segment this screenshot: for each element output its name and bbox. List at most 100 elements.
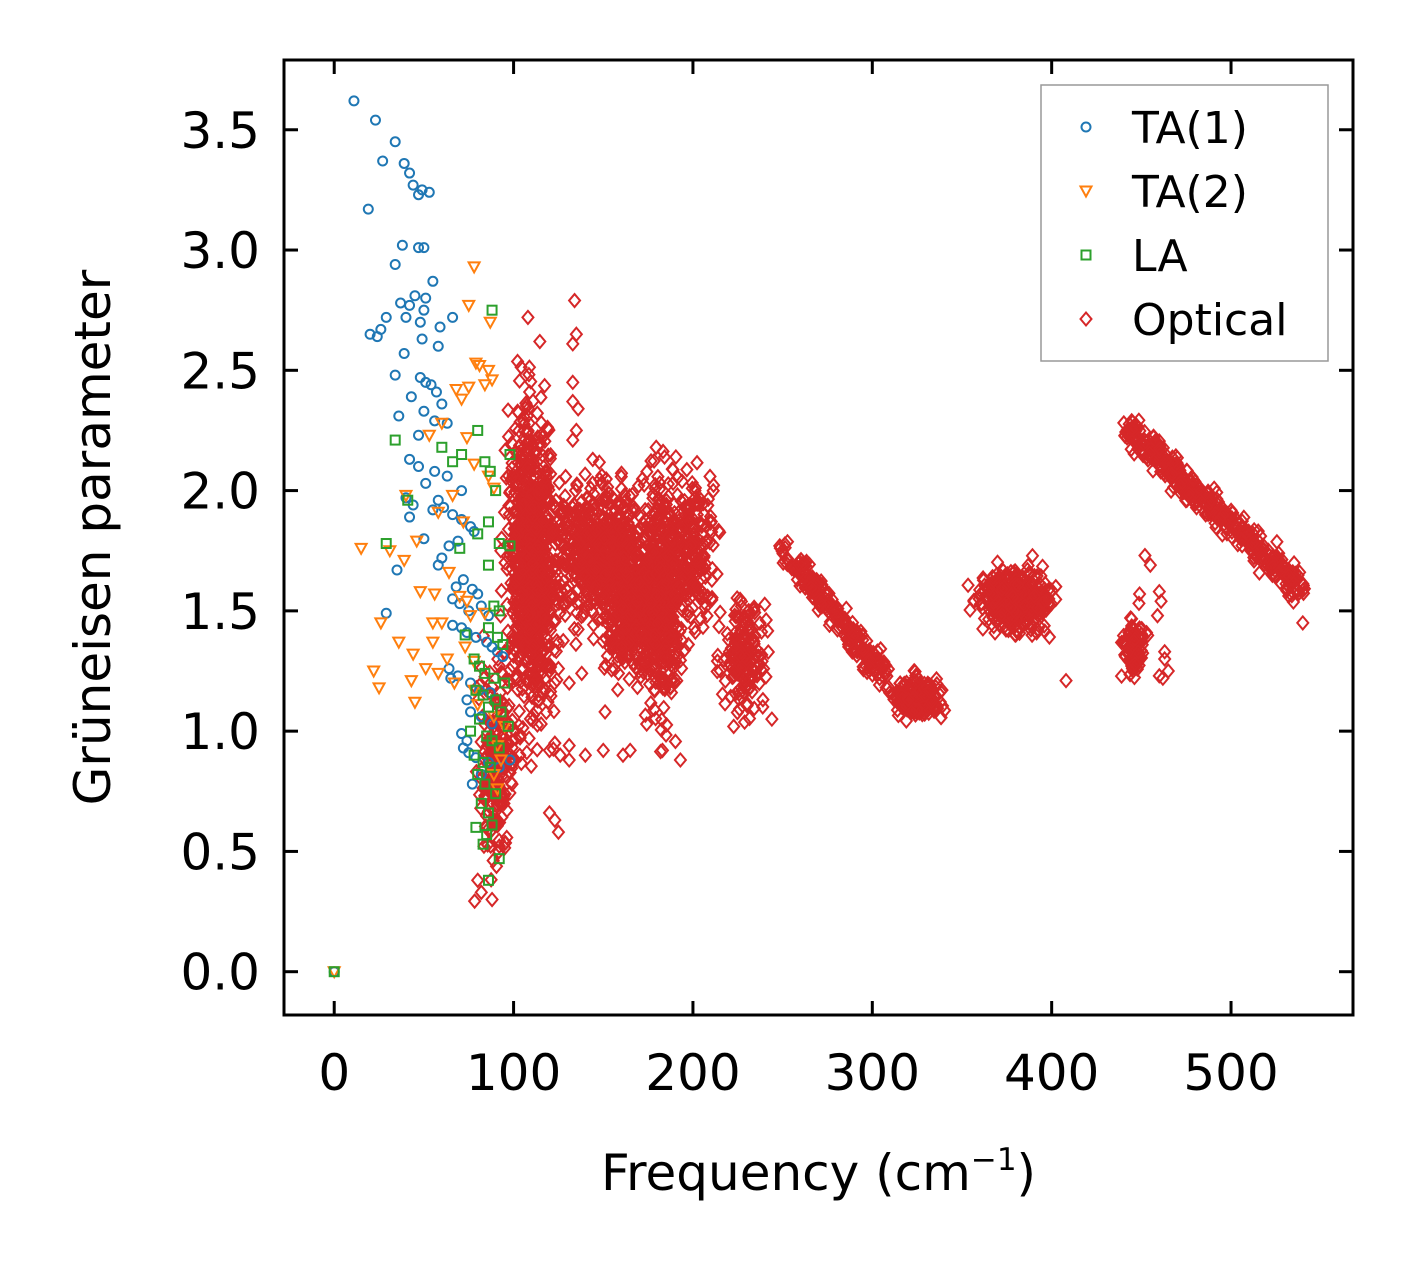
data-point-square [482, 874, 494, 886]
data-point-diamond [904, 703, 919, 721]
data-point-diamond [688, 624, 703, 641]
data-point-diamond [747, 604, 762, 621]
data-point-diamond [647, 682, 662, 699]
data-point-circle [348, 95, 360, 107]
data-point-diamond [565, 499, 580, 516]
data-point-diamond [648, 627, 662, 644]
data-point-circle [380, 311, 392, 323]
data-point-diamond [615, 648, 629, 665]
data-point-circle [434, 321, 446, 333]
data-point-diamond [656, 443, 670, 460]
data-point-diamond [632, 663, 646, 680]
data-point-diamond [494, 758, 508, 775]
data-point-triangle-down [353, 542, 369, 556]
data-point-diamond [578, 568, 593, 585]
data-point-diamond [595, 633, 610, 650]
data-point-diamond [1229, 519, 1244, 536]
data-point-diamond [974, 595, 989, 612]
data-point-diamond [643, 694, 658, 712]
data-point-diamond [592, 454, 607, 471]
data-point-diamond [505, 533, 520, 550]
data-point-diamond [1006, 602, 1021, 619]
data-point-diamond [1131, 643, 1146, 660]
legend-label: TA(1) [1131, 103, 1248, 154]
data-point-diamond [1198, 506, 1213, 523]
data-point-triangle-down [434, 617, 450, 631]
legend-label: Optical [1132, 295, 1287, 346]
data-point-triangle-down [457, 641, 473, 655]
data-point-diamond [553, 522, 567, 540]
data-point-diamond [671, 469, 685, 486]
data-point-diamond [580, 551, 595, 568]
data-point-diamond [542, 662, 557, 679]
data-point-diamond [556, 597, 571, 614]
data-point-diamond [1158, 453, 1173, 470]
data-point-diamond [799, 559, 814, 576]
data-point-diamond [607, 596, 622, 613]
data-point-diamond [610, 580, 624, 597]
data-point-diamond [588, 522, 603, 539]
data-point-diamond [684, 574, 698, 591]
data-point-diamond [525, 509, 540, 526]
data-point-diamond [605, 550, 620, 567]
data-point-diamond [757, 596, 772, 613]
data-point-diamond [713, 662, 728, 679]
data-point-diamond [711, 647, 725, 664]
data-point-triangle-down [477, 379, 493, 393]
data-point-diamond [1225, 523, 1239, 540]
data-point-diamond [505, 776, 519, 793]
data-point-square [472, 528, 484, 540]
data-point-diamond [520, 460, 535, 477]
data-point-diamond [562, 737, 576, 754]
data-point-circle [432, 559, 444, 571]
data-point-triangle-down [413, 586, 428, 600]
data-point-diamond [625, 486, 640, 503]
data-point-circle [497, 651, 509, 663]
data-point-diamond [616, 600, 630, 617]
data-point-diamond [737, 671, 752, 688]
data-point-diamond [826, 598, 841, 615]
data-point-diamond [1186, 471, 1201, 488]
data-point-diamond [1174, 473, 1189, 490]
data-point-diamond [523, 710, 538, 727]
data-point-diamond [1018, 597, 1032, 614]
data-point-diamond [894, 687, 909, 704]
data-point-diamond [495, 767, 510, 784]
y-tick-label: 2.5 [180, 342, 260, 400]
data-point-circle [404, 167, 416, 179]
data-point-diamond [658, 649, 673, 666]
data-point-diamond [644, 452, 658, 469]
data-point-diamond [1142, 445, 1157, 462]
data-point-diamond [972, 590, 986, 607]
data-point-diamond [761, 643, 776, 661]
data-point-diamond [684, 588, 698, 606]
data-point-diamond [703, 468, 717, 485]
data-point-diamond [656, 699, 671, 716]
data-point-diamond [1245, 524, 1260, 541]
data-point-diamond [655, 605, 669, 622]
data-point-diamond [628, 626, 643, 643]
data-point-diamond [644, 616, 659, 633]
data-point-diamond [562, 751, 576, 769]
data-point-diamond [1042, 629, 1057, 646]
data-point-diamond [639, 716, 654, 733]
series-optical [467, 292, 1312, 910]
data-point-diamond [737, 714, 752, 731]
data-point-diamond [1026, 584, 1041, 601]
data-point-triangle-down [418, 663, 433, 677]
data-point-diamond [663, 628, 677, 645]
data-point-diamond [624, 502, 639, 519]
data-point-diamond [778, 539, 792, 556]
data-point-diamond [554, 577, 568, 594]
y-tick-label: 3.5 [180, 102, 260, 160]
data-point-diamond [542, 422, 556, 439]
data-point-diamond [1255, 550, 1269, 567]
data-point-diamond [1120, 644, 1135, 661]
data-point-diamond [992, 616, 1007, 634]
legend-marker-square [1080, 249, 1092, 261]
data-point-square [504, 449, 516, 461]
data-point-square [380, 538, 392, 550]
data-point-diamond [710, 565, 724, 583]
data-point-diamond [730, 704, 745, 721]
data-point-diamond [647, 452, 661, 470]
